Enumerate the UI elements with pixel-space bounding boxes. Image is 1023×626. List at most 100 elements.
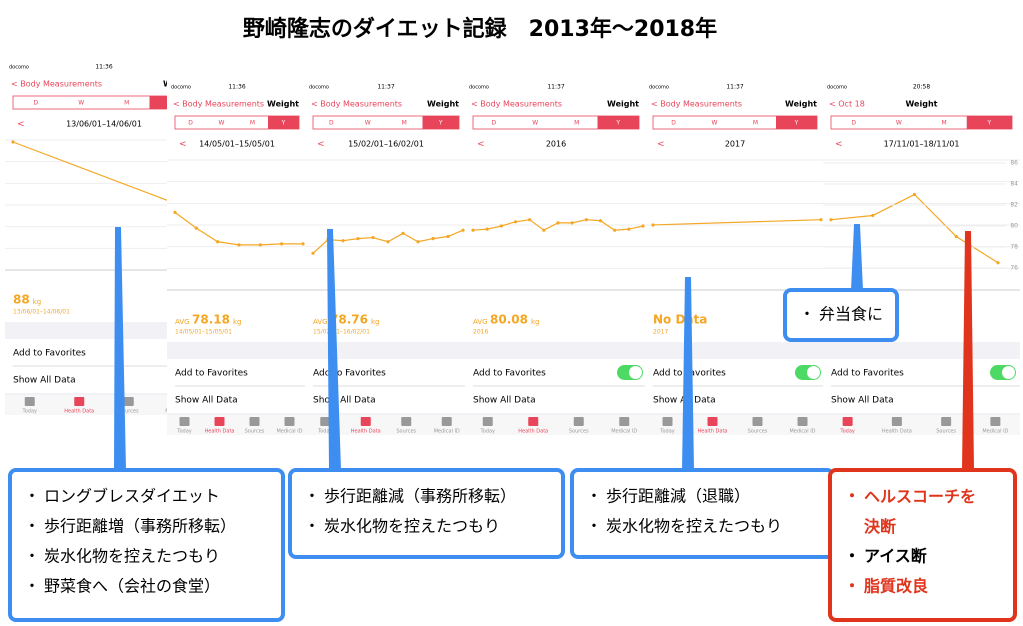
prev-arrow[interactable]: < bbox=[835, 140, 843, 150]
tab-label[interactable]: Sources bbox=[936, 429, 956, 435]
prev-arrow[interactable]: < bbox=[317, 140, 325, 150]
weight-point bbox=[584, 218, 588, 222]
tab-label[interactable]: Today bbox=[22, 409, 38, 415]
note-item: 歩行距離減（事務所移転） bbox=[324, 487, 516, 506]
segment-label[interactable]: W bbox=[712, 120, 718, 127]
tab-label[interactable]: Today bbox=[839, 429, 855, 435]
tab-label[interactable]: Health Data bbox=[205, 429, 235, 435]
segment-label[interactable]: M bbox=[753, 120, 758, 127]
tab-label[interactable]: Health Data bbox=[351, 429, 381, 435]
tab-label[interactable]: Sources bbox=[245, 429, 265, 435]
bullet: ・ bbox=[844, 487, 860, 506]
segment-label[interactable]: D bbox=[188, 120, 193, 127]
add-favorites[interactable]: Add to Favorites bbox=[13, 349, 86, 359]
date-range: 2016 bbox=[546, 140, 566, 149]
back-button[interactable]: < Body Measurements bbox=[471, 100, 562, 109]
show-all-data[interactable]: Show All Data bbox=[473, 396, 536, 406]
segment-label[interactable]: D bbox=[671, 120, 676, 127]
tab-label[interactable]: Health Data bbox=[64, 409, 94, 415]
weight-point bbox=[173, 210, 177, 214]
weight-point bbox=[819, 218, 823, 222]
tab-label[interactable]: Medical ID bbox=[276, 429, 302, 435]
prev-arrow[interactable]: < bbox=[179, 140, 187, 150]
segment-label[interactable]: D bbox=[33, 100, 38, 107]
tab-label[interactable]: Health Data bbox=[882, 429, 912, 435]
summary-sub: 2017 bbox=[653, 329, 668, 336]
status-time: 11:37 bbox=[377, 84, 394, 91]
toggle-knob bbox=[807, 366, 820, 379]
show-all-data[interactable]: Show All Data bbox=[313, 396, 376, 406]
weight-point bbox=[996, 261, 1000, 265]
carrier: docomo bbox=[309, 85, 329, 91]
tab-label[interactable]: Today bbox=[480, 429, 496, 435]
show-all-data[interactable]: Show All Data bbox=[13, 376, 76, 386]
carrier: docomo bbox=[827, 85, 847, 91]
tab-icon bbox=[179, 417, 190, 426]
back-button[interactable]: < Body Measurements bbox=[311, 100, 402, 109]
tab-label[interactable]: Sources bbox=[396, 429, 416, 435]
tab-label[interactable]: Sources bbox=[748, 429, 768, 435]
segment-label[interactable]: M bbox=[574, 120, 579, 127]
prev-arrow[interactable]: < bbox=[17, 120, 25, 130]
tab-label[interactable]: Medical ID bbox=[789, 429, 815, 435]
tab-icon bbox=[284, 417, 295, 426]
segment-label[interactable]: D bbox=[329, 120, 334, 127]
add-favorites[interactable]: Add to Favorites bbox=[313, 369, 386, 379]
bullet: ・ bbox=[24, 487, 40, 506]
segment-label[interactable]: M bbox=[124, 100, 129, 107]
segment-label[interactable]: M bbox=[402, 120, 407, 127]
bullet: ・ bbox=[304, 487, 320, 506]
show-all-data[interactable]: Show All Data bbox=[175, 396, 238, 406]
add-favorites[interactable]: Add to Favorites bbox=[175, 369, 248, 379]
segment-label[interactable]: M bbox=[250, 120, 255, 127]
tab-label[interactable]: Today bbox=[659, 429, 675, 435]
prev-arrow[interactable]: < bbox=[477, 140, 485, 150]
prev-arrow[interactable]: < bbox=[657, 140, 665, 150]
summary-value: No Data bbox=[653, 313, 707, 327]
summary-unit: kg bbox=[233, 318, 242, 326]
segment-label[interactable]: W bbox=[78, 100, 84, 107]
date-range: 17/11/01–18/11/01 bbox=[884, 140, 960, 149]
segment-label[interactable]: Y bbox=[281, 120, 286, 127]
weight-point bbox=[416, 240, 420, 244]
weight-point bbox=[461, 228, 465, 232]
status-time: 11:37 bbox=[726, 84, 743, 91]
back-button[interactable]: < Body Measurements bbox=[651, 100, 742, 109]
tab-label[interactable]: Today bbox=[176, 429, 192, 435]
tab-label[interactable]: Sources bbox=[119, 409, 139, 415]
segment-label[interactable]: W bbox=[219, 120, 225, 127]
tab-label[interactable]: Health Data bbox=[698, 429, 728, 435]
segment-label[interactable]: W bbox=[365, 120, 371, 127]
segment-label[interactable]: W bbox=[896, 120, 902, 127]
tab-icon bbox=[842, 417, 853, 426]
tab-label[interactable]: Today bbox=[317, 429, 333, 435]
weight-point bbox=[513, 220, 518, 224]
tab-label[interactable]: Medical ID bbox=[611, 429, 637, 435]
back-button[interactable]: < Body Measurements bbox=[11, 80, 102, 89]
tab-label[interactable]: Health Data bbox=[518, 429, 548, 435]
segment-label[interactable]: M bbox=[942, 120, 947, 127]
segment-label[interactable]: Y bbox=[438, 120, 443, 127]
back-button[interactable]: < Body Measurements bbox=[173, 100, 264, 109]
slide-title: 野崎隆志のダイエット記録 2013年〜2018年 bbox=[243, 16, 717, 42]
tab-icon bbox=[24, 397, 35, 406]
add-favorites[interactable]: Add to Favorites bbox=[473, 369, 546, 379]
tab-label[interactable]: Sources bbox=[569, 429, 589, 435]
segment-label[interactable]: Y bbox=[794, 120, 799, 127]
segment-label[interactable]: Y bbox=[987, 120, 992, 127]
segment-label[interactable]: W bbox=[532, 120, 538, 127]
segment-label[interactable]: D bbox=[491, 120, 496, 127]
tab-label[interactable]: Medical ID bbox=[982, 429, 1008, 435]
note-box bbox=[8, 468, 285, 622]
show-all-data[interactable]: Show All Data bbox=[831, 396, 894, 406]
add-favorites[interactable]: Add to Favorites bbox=[831, 369, 904, 379]
bullet: ・ bbox=[586, 487, 602, 506]
segment-selected bbox=[422, 116, 459, 129]
avg-label: AVG bbox=[175, 318, 190, 326]
tab-label[interactable]: Medical ID bbox=[434, 429, 460, 435]
segment-label[interactable]: D bbox=[851, 120, 856, 127]
back-button[interactable]: < Oct 18 bbox=[829, 100, 865, 109]
segment-label[interactable]: Y bbox=[615, 120, 620, 127]
note-item: 炭水化物を控えたつもり bbox=[606, 517, 782, 536]
